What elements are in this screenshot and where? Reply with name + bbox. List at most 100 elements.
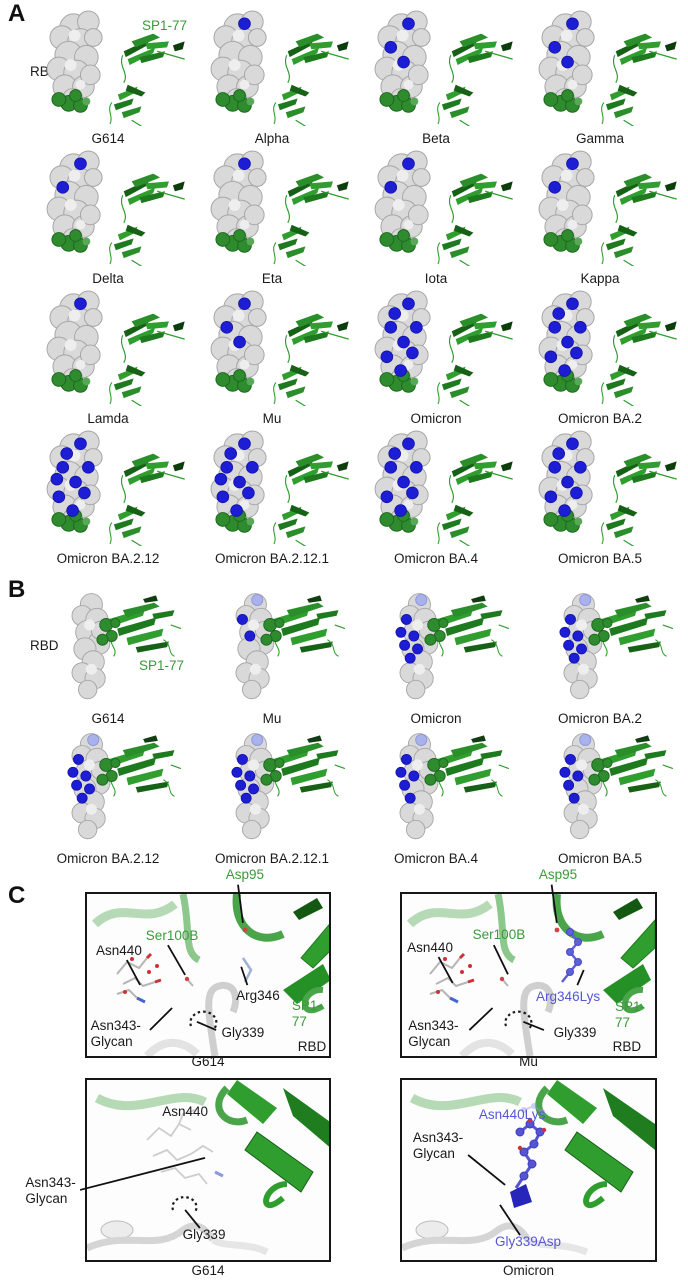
mutation-site <box>76 792 88 804</box>
mutation-sites <box>548 157 579 194</box>
variant-label: Alpha <box>254 131 290 146</box>
sp1-77-label-a: SP1-77 <box>142 18 188 33</box>
variant-label: Omicron BA.2.12.1 <box>214 551 330 566</box>
mutation-site <box>412 643 423 655</box>
mutation-site <box>238 157 251 171</box>
epitope-patch <box>588 618 613 646</box>
mutation-site <box>244 630 256 642</box>
mutation-site <box>397 475 410 489</box>
mutation-site <box>380 490 394 504</box>
epitope-patch <box>543 229 583 253</box>
mutation-site <box>552 447 565 460</box>
mutation-site <box>548 41 562 54</box>
structure-art <box>538 290 677 406</box>
mutation-sites <box>380 297 423 377</box>
structure-g614: G614 <box>26 8 190 148</box>
mutation-sites <box>56 157 87 194</box>
mutation-site <box>224 447 237 460</box>
closeup-frame <box>400 1078 657 1262</box>
mutation-site <box>558 364 571 377</box>
pale-mutation-site <box>415 734 428 746</box>
structure-art <box>538 10 677 126</box>
epitope-patch <box>51 509 91 533</box>
sp1-77-ribbons <box>94 1080 329 1208</box>
rbd-label-b: RBD <box>30 638 59 653</box>
gly339-dotted-circle <box>171 1196 198 1213</box>
structure-art <box>46 10 185 126</box>
structure-art <box>395 593 510 700</box>
mutation-site <box>52 490 66 504</box>
mutation-site <box>384 41 398 54</box>
structure-art <box>46 290 185 406</box>
sp1-77-antibody <box>437 313 513 406</box>
pale-mutation-site <box>251 594 264 606</box>
variant-label: Iota <box>424 271 448 286</box>
structure-eta: Eta <box>190 148 354 288</box>
mutation-site <box>220 321 234 334</box>
structure-art <box>67 733 182 840</box>
structure-art <box>231 733 346 840</box>
mutation-site <box>74 297 87 311</box>
variant-label: Omicron BA.4 <box>393 551 479 566</box>
epitope-patch <box>424 618 449 646</box>
sp1-77-antibody <box>109 173 185 266</box>
pale-mutation-site <box>579 594 592 606</box>
mutation-site <box>410 461 423 474</box>
mutation-site <box>402 437 415 451</box>
epitope-patch <box>96 758 121 786</box>
mutation-site <box>388 447 401 460</box>
closeup-frame <box>400 892 657 1058</box>
variant-label: Lamda <box>87 411 129 426</box>
mutation-sites <box>214 437 259 517</box>
sp1-77-label-b: SP1-77 <box>139 658 185 673</box>
pale-glycan-top <box>521 1103 545 1115</box>
variant-label: Omicron BA.4 <box>393 851 479 866</box>
panel-a-letter: A <box>8 0 26 27</box>
epitope-patch <box>51 369 91 393</box>
epitope-patch <box>379 89 419 113</box>
sp1-77-antibody <box>437 33 513 126</box>
variant-label: Omicron BA.2.12 <box>56 551 160 566</box>
mutation-site <box>238 17 251 31</box>
structure-omicron: Omicron <box>354 288 518 428</box>
mutation-site <box>574 461 587 474</box>
mutation-site <box>401 753 412 765</box>
closeup-caption: G614 <box>191 1263 225 1279</box>
mutation-site <box>384 461 398 474</box>
structure-art <box>559 733 674 840</box>
mutation-site <box>563 639 575 651</box>
structure-omicron-ba-5: Omicron BA.5 <box>518 428 682 568</box>
glycan-ball-stick-blue <box>510 1117 547 1208</box>
epitope-patch <box>215 229 255 253</box>
mutation-site <box>565 753 576 765</box>
mutation-site <box>404 652 416 664</box>
mutation-site <box>242 486 255 500</box>
mutation-site <box>410 321 423 334</box>
sp1-77-ribbons <box>406 894 655 1014</box>
mutation-site <box>397 335 410 349</box>
mutation-site <box>558 504 571 517</box>
variant-label: Omicron BA.2 <box>557 411 643 426</box>
structure-art <box>46 430 185 546</box>
mutation-sites <box>395 753 420 804</box>
mutation-sites <box>559 753 584 804</box>
mutation-site <box>237 753 248 765</box>
variant-label: G614 <box>91 131 125 146</box>
mutation-site <box>231 766 243 778</box>
mutation-site <box>67 766 79 778</box>
variant-label: Omicron <box>410 711 462 726</box>
sp1-77-antibody <box>108 735 182 797</box>
structure-omicron-ba-2-12: Omicron BA.2.12 <box>26 728 190 868</box>
closeup-frame <box>85 1078 331 1262</box>
variant-label: Omicron BA.2 <box>557 711 643 726</box>
epitope-patch <box>215 89 255 113</box>
mutation-sites <box>74 297 87 311</box>
mutation-site <box>230 504 243 517</box>
mutation-sites <box>220 297 251 349</box>
mutation-site <box>238 437 251 451</box>
sp1-77-ribbons <box>91 894 329 1014</box>
panel-b-grid: G614 <box>26 588 682 868</box>
mutation-site <box>576 643 587 655</box>
closeup-caption: Mu <box>519 1054 538 1070</box>
mutation-site <box>566 297 579 311</box>
